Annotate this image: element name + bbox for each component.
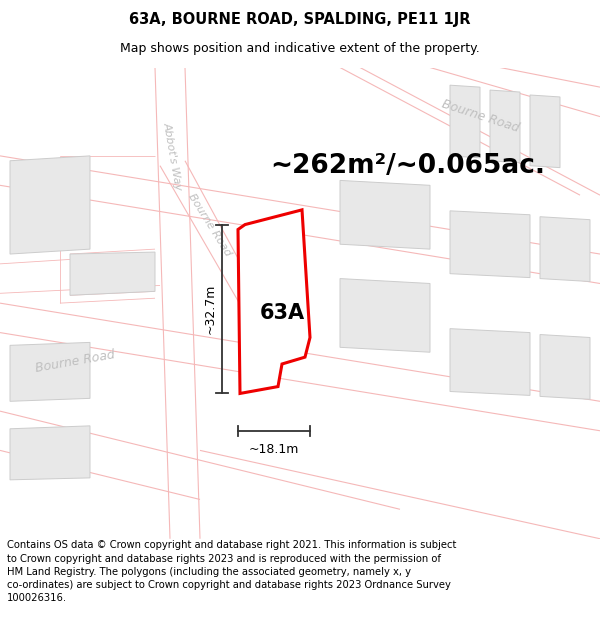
Polygon shape (490, 90, 520, 162)
Text: ~32.7m: ~32.7m (204, 284, 217, 334)
Polygon shape (238, 210, 310, 394)
Text: Bourne Road: Bourne Road (34, 349, 116, 376)
Polygon shape (340, 279, 430, 352)
Polygon shape (70, 252, 155, 295)
Text: 63A, BOURNE ROAD, SPALDING, PE11 1JR: 63A, BOURNE ROAD, SPALDING, PE11 1JR (129, 12, 471, 27)
Polygon shape (10, 342, 90, 401)
Text: Bourne Road: Bourne Road (440, 98, 520, 135)
Text: Abbot's Way: Abbot's Way (162, 121, 184, 191)
Polygon shape (10, 156, 90, 254)
Text: Contains OS data © Crown copyright and database right 2021. This information is : Contains OS data © Crown copyright and d… (7, 541, 457, 603)
Polygon shape (450, 211, 530, 278)
Polygon shape (450, 329, 530, 396)
Polygon shape (540, 217, 590, 281)
Text: ~262m²/~0.065ac.: ~262m²/~0.065ac. (270, 152, 545, 179)
Text: Map shows position and indicative extent of the property.: Map shows position and indicative extent… (120, 42, 480, 55)
Polygon shape (540, 334, 590, 399)
Text: ~18.1m: ~18.1m (249, 442, 299, 456)
Polygon shape (530, 95, 560, 168)
Polygon shape (450, 85, 480, 158)
Text: Bourne Road: Bourne Road (187, 191, 233, 258)
Polygon shape (340, 181, 430, 249)
Text: 63A: 63A (259, 303, 305, 323)
Polygon shape (10, 426, 90, 480)
